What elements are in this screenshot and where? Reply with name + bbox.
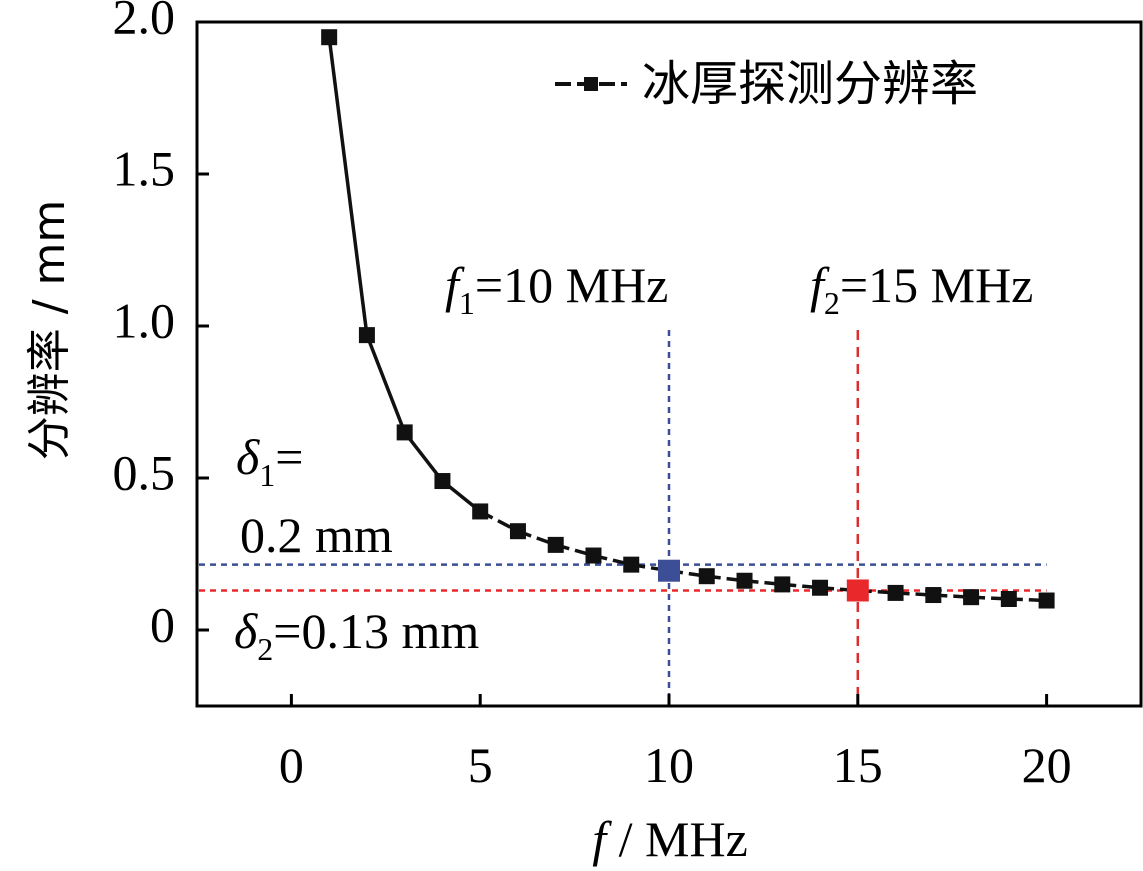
annotation-delta2-rest: =0.13 mm [273, 603, 479, 659]
data-point [887, 584, 904, 601]
annotation-f2-rest: =15 MHz [840, 257, 1033, 313]
data-point [509, 523, 526, 540]
data-point [1038, 592, 1055, 609]
x-tick-label: 10 [644, 737, 694, 793]
x-axis-unit: / MHz [606, 811, 748, 867]
annotation-f2: f2=15 MHz [810, 257, 1033, 321]
data-point [698, 568, 715, 585]
y-tick-label: 0 [150, 596, 175, 652]
annotation-delta1: δ1= [236, 429, 303, 493]
annotation-delta2-var: δ [234, 603, 258, 659]
annotation-delta1-value: 0.2 mm [240, 507, 393, 563]
y-axis-label: 分辨率 / mm [24, 200, 75, 461]
legend: 冰厚探测分辨率 [555, 56, 978, 112]
data-point [434, 473, 451, 490]
x-tick-label: 15 [833, 737, 883, 793]
reference-lines [199, 330, 1047, 706]
annotation-f2-sub: 2 [824, 285, 840, 321]
axis-ticks: 0 5 10 15 20 0 0.5 1.0 1.5 2.0 [113, 0, 1072, 793]
data-point [472, 503, 489, 520]
annotation-delta1-sub: 1 [259, 457, 275, 493]
data-point [774, 576, 791, 593]
annotation-delta2-sub: 2 [257, 631, 273, 667]
legend-label: 冰厚探测分辨率 [642, 56, 978, 112]
x-tick-label: 0 [279, 737, 304, 793]
data-point [321, 29, 338, 46]
annotation-delta1-var: δ [236, 429, 260, 485]
data-point [396, 424, 413, 441]
data-point [585, 547, 602, 564]
y-tick-label: 0.5 [113, 444, 176, 500]
data-point [812, 579, 829, 596]
series-layer [321, 29, 1055, 609]
annotation-f1: f1=10 MHz [445, 257, 668, 321]
data-point [963, 589, 980, 606]
series-segment [403, 431, 444, 483]
x-tick-label: 5 [468, 737, 493, 793]
data-point [736, 572, 753, 589]
x-tick-label: 20 [1022, 737, 1072, 793]
data-point [1000, 590, 1017, 607]
annotation-delta1-rest: = [275, 429, 303, 485]
data-point [358, 327, 375, 344]
x-axis-label: f / MHz [592, 811, 748, 867]
series-segment [365, 334, 407, 434]
annotation-f1-rest: =10 MHz [475, 257, 668, 313]
y-tick-label: 2.0 [113, 0, 176, 44]
highlight-point [658, 559, 680, 582]
series-segment [327, 36, 369, 336]
data-point [623, 556, 640, 573]
data-point [925, 587, 942, 604]
y-tick-label: 1.0 [113, 292, 176, 348]
highlight-point [846, 579, 869, 602]
data-point [547, 536, 564, 553]
annotation-f1-sub: 1 [459, 285, 475, 321]
legend-marker [584, 77, 598, 91]
annotation-delta2: δ2=0.13 mm [234, 603, 479, 667]
y-tick-label: 1.5 [113, 140, 176, 196]
